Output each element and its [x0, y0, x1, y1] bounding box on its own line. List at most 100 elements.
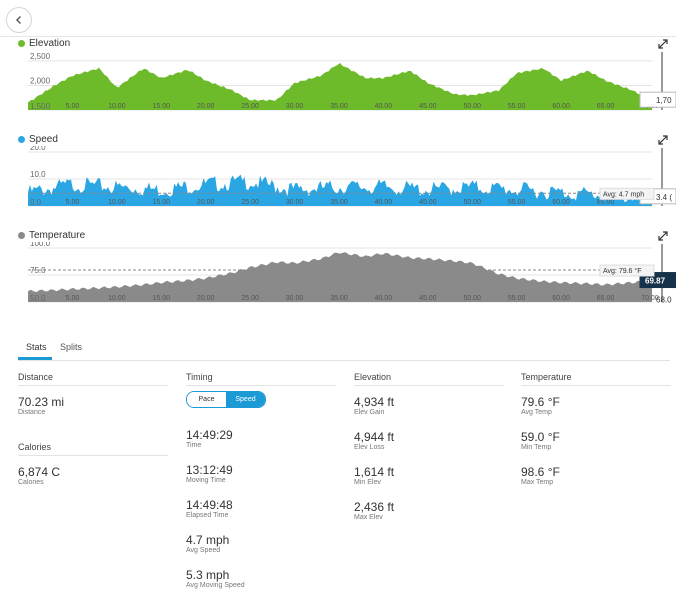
elevation-x-tick-label: 65.00 — [597, 103, 615, 110]
avg-speed-value: 4.7 mph — [186, 533, 230, 547]
elevation-chart[interactable]: 2,500 2,000 1,500 5.00 10.00 15.00 20.00 25.00 3… — [0, 50, 676, 114]
elevation-x-tick-label: 45.00 — [419, 103, 437, 110]
speed-avg-label: Avg: 4.7 mph — [603, 191, 644, 198]
speed-y-tick-label: 10.0 — [30, 170, 46, 179]
min-temp-label: Min Temp — [521, 444, 552, 451]
temperature-x-tick-label: 60.00 — [552, 295, 570, 302]
min-elev-label: Min Elev — [354, 479, 381, 486]
timing-stat: 14:49:48 Elapsed Time — [186, 498, 245, 533]
speed-x-tick-label: 45.00 — [419, 199, 437, 206]
temperature-x-tick-label: 65.00 — [597, 295, 615, 302]
expand-icon[interactable] — [658, 39, 668, 49]
speed-x-tick-label: 25.00 — [241, 199, 259, 206]
pace-toggle-option[interactable]: Pace — [187, 392, 226, 407]
distance-column: Distance 70.23 mi Distance Calories 6,87… — [18, 372, 168, 486]
avg-temp-value: 79.6 °F — [521, 395, 560, 409]
temperature-legend-dot — [18, 232, 25, 239]
speed-toggle-option[interactable]: Speed — [226, 392, 265, 407]
tab-stats[interactable]: Stats — [26, 342, 47, 352]
speed-readout-value: 3.4 ( — [656, 193, 672, 202]
elev-gain-label: Elev Gain — [354, 409, 385, 416]
distance-value: 70.23 mi — [18, 395, 65, 409]
expand-icon[interactable] — [658, 231, 668, 241]
speed-x-tick-label: 60.00 — [552, 199, 570, 206]
temperature-x-tick-label: 15.00 — [153, 295, 171, 302]
speed-title-text: Speed — [29, 134, 58, 145]
speed-avg-label-box — [599, 187, 655, 200]
elevation-x-tick-label: 15.00 — [153, 103, 171, 110]
temperature-stat: 59.0 °F Min Temp — [521, 430, 671, 465]
temperature-chart[interactable]: 100.0 75.0 50.0 5.00 10.00 15.00 20.00 25.00 30.… — [0, 242, 676, 306]
elevation-y-tick-label: 1,500 — [30, 102, 51, 111]
timing-stat: 4.7 mph Avg Speed — [186, 533, 245, 568]
temperature-heading: Temperature — [521, 372, 671, 386]
temperature-x-tick-label: 70.00 — [641, 295, 659, 302]
calories-label: Calories — [18, 479, 44, 486]
elevation-y-tick-label: 2,500 — [30, 52, 51, 61]
speed-x-tick-label: 10.00 — [108, 199, 126, 206]
elevation-area — [28, 63, 652, 110]
elapsed-time-value: 14:49:48 — [186, 498, 233, 512]
temperature-x-tick-label: 55.00 — [508, 295, 526, 302]
temperature-column: Temperature 79.6 °F Avg Temp 59.0 °F Min… — [521, 372, 671, 500]
pace-speed-toggle[interactable]: Pace Speed — [186, 391, 266, 408]
moving-time-label: Moving Time — [186, 477, 226, 484]
chevron-left-icon — [16, 16, 21, 24]
temperature-readout-value: 69.87 — [645, 277, 666, 286]
elapsed-time-label: Elapsed Time — [186, 512, 229, 519]
temperature-readout-value-secondary: 68.0 — [656, 296, 672, 305]
time-label: Time — [186, 442, 202, 449]
temperature-title-text: Temperature — [29, 230, 86, 241]
timing-stat: 14:49:29 Time — [186, 428, 245, 463]
elevation-y-tick-label: 2,000 — [30, 76, 51, 85]
temperature-x-tick-label: 40.00 — [375, 295, 393, 302]
speed-y-tick-label: 0.0 — [30, 198, 42, 207]
speed-x-tick-label: 55.00 — [508, 199, 526, 206]
temperature-y-tick-label: 100.0 — [30, 242, 51, 248]
elevation-stat: 4,934 ft Elev Gain — [354, 395, 504, 430]
speed-area — [28, 174, 652, 206]
speed-x-tick-label: 65.00 — [597, 199, 615, 206]
distance-heading: Distance — [18, 372, 168, 386]
speed-x-tick-label: 35.00 — [330, 199, 348, 206]
max-elev-value: 2,436 ft — [354, 500, 395, 514]
active-tab-indicator — [18, 357, 52, 360]
speed-chart[interactable]: 20.0 10.0 0.0 5.00 10.00 15.00 20.00 25.00 30.00… — [0, 146, 676, 210]
tab-splits[interactable]: Splits — [60, 342, 83, 352]
expand-icon[interactable] — [658, 135, 668, 145]
temperature-y-tick-label: 75.0 — [30, 266, 46, 275]
speed-x-tick-label: 20.00 — [197, 199, 215, 206]
avg-speed-label: Avg Speed — [186, 547, 221, 554]
speed-x-tick-label: 50.00 — [463, 199, 481, 206]
calories-heading: Calories — [18, 442, 168, 456]
temperature-avg-label: Avg: 79.6 °F — [603, 267, 641, 275]
avg-moving-speed-value: 5.3 mph — [186, 568, 230, 582]
calories-value: 6,874 C — [18, 465, 61, 479]
back-button[interactable] — [6, 7, 32, 33]
elevation-x-tick-label: 5.00 — [66, 103, 80, 110]
elev-loss-label: Elev Loss — [354, 444, 385, 451]
elevation-x-tick-label: 25.00 — [241, 103, 259, 110]
max-temp-value: 98.6 °F — [521, 465, 560, 479]
elevation-x-tick-label: 60.00 — [552, 103, 570, 110]
temperature-chart-title: Temperature — [18, 230, 85, 241]
speed-x-tick-label: 5.00 — [66, 199, 80, 206]
elevation-readout-value: 1,70 — [656, 96, 672, 105]
elevation-x-tick-label: 40.00 — [375, 103, 393, 110]
temperature-x-tick-label: 25.00 — [241, 295, 259, 302]
elevation-legend-dot — [18, 40, 25, 47]
avg-moving-speed-label: Avg Moving Speed — [186, 582, 245, 589]
temperature-y-tick-label: 50.0 — [30, 294, 46, 303]
max-temp-label: Max Temp — [521, 479, 554, 486]
elevation-stat: 1,614 ft Min Elev — [354, 465, 504, 500]
timing-heading: Timing — [186, 372, 336, 386]
moving-time-value: 13:12:49 — [186, 463, 233, 477]
stats-tabs: Stats Splits — [18, 340, 670, 361]
timing-stat: 5.3 mph Avg Moving Speed — [186, 568, 245, 603]
elevation-readout-box — [639, 91, 676, 108]
timing-column: Timing — [186, 372, 336, 386]
temperature-x-tick-label: 5.00 — [66, 295, 80, 302]
temperature-avg-label-box — [599, 264, 655, 277]
temperature-x-tick-label: 45.00 — [419, 295, 437, 302]
elevation-x-tick-label: 20.00 — [197, 103, 215, 110]
